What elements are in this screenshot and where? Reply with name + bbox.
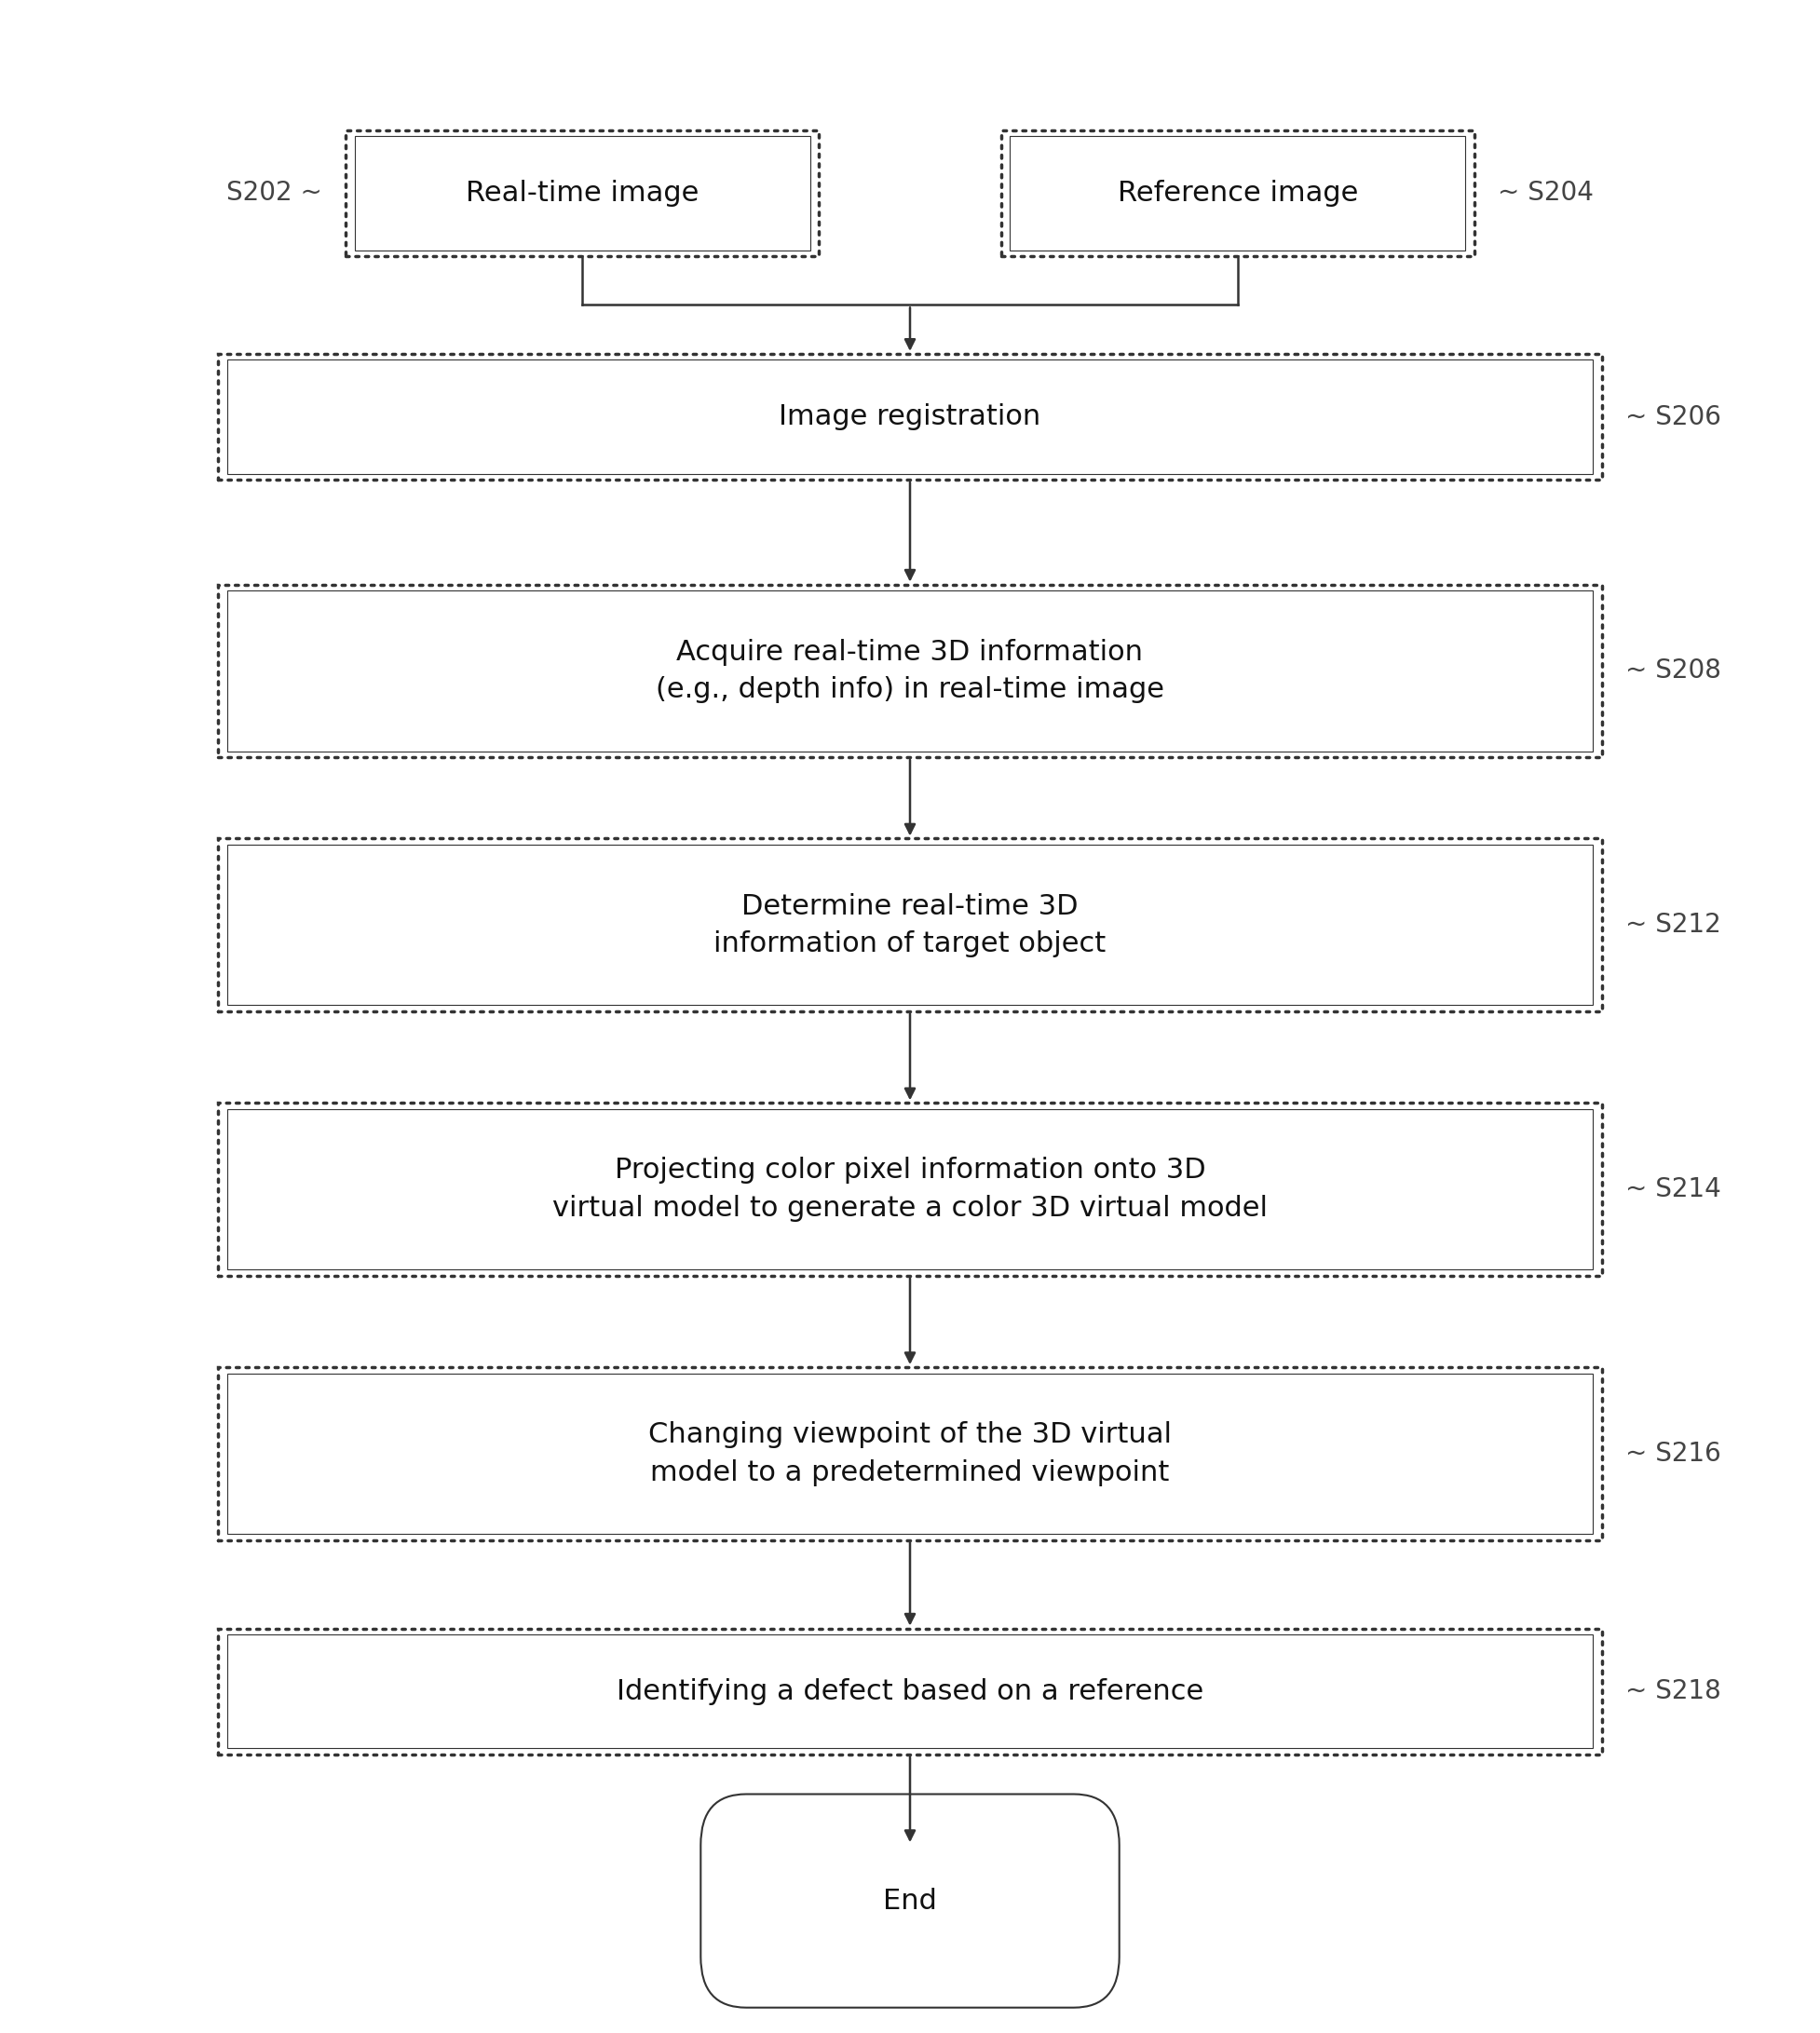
FancyBboxPatch shape	[701, 1793, 1119, 2009]
Text: Determine real-time 3D
information of target object: Determine real-time 3D information of ta…	[713, 892, 1107, 958]
FancyBboxPatch shape	[218, 1628, 1602, 1754]
Text: ~ S218: ~ S218	[1625, 1679, 1722, 1704]
Text: Acquire real-time 3D information
(e.g., depth info) in real-time image: Acquire real-time 3D information (e.g., …	[655, 638, 1165, 703]
FancyBboxPatch shape	[218, 1102, 1602, 1277]
Text: End: End	[883, 1887, 937, 1915]
Text: ~ S208: ~ S208	[1625, 659, 1722, 683]
Text: Identifying a defect based on a reference: Identifying a defect based on a referenc…	[617, 1677, 1203, 1706]
Text: Reference image: Reference image	[1117, 179, 1358, 207]
FancyBboxPatch shape	[218, 586, 1602, 756]
Text: ~ S216: ~ S216	[1625, 1441, 1722, 1466]
Text: ~ S214: ~ S214	[1625, 1177, 1722, 1202]
Text: ~ S206: ~ S206	[1625, 405, 1722, 429]
FancyBboxPatch shape	[1001, 130, 1474, 256]
FancyBboxPatch shape	[218, 1368, 1602, 1541]
Text: Image registration: Image registration	[779, 403, 1041, 431]
FancyBboxPatch shape	[346, 130, 819, 256]
Text: Real-time image: Real-time image	[466, 179, 699, 207]
Text: ~ S212: ~ S212	[1625, 913, 1722, 937]
Text: Changing viewpoint of the 3D virtual
model to a predetermined viewpoint: Changing viewpoint of the 3D virtual mod…	[648, 1421, 1172, 1486]
Text: ~ S204: ~ S204	[1498, 181, 1594, 205]
FancyBboxPatch shape	[218, 354, 1602, 480]
FancyBboxPatch shape	[218, 838, 1602, 1010]
Text: Projecting color pixel information onto 3D
virtual model to generate a color 3D : Projecting color pixel information onto …	[551, 1157, 1269, 1222]
Text: S202 ~: S202 ~	[226, 181, 322, 205]
